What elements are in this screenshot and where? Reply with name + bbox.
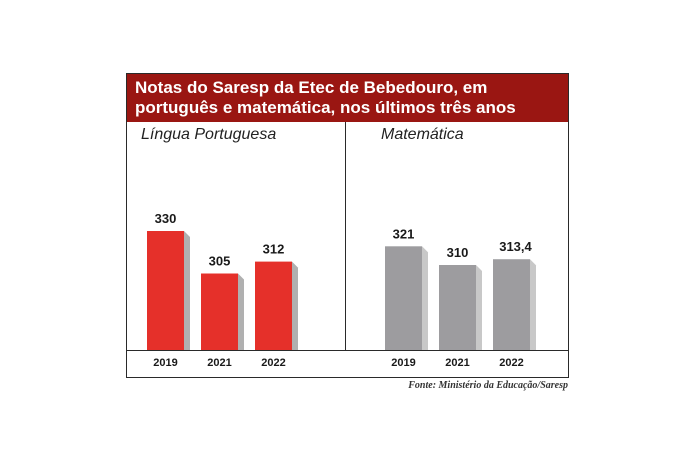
panel-divider	[345, 122, 346, 350]
chart-baseline	[127, 350, 568, 351]
tick-label-portuguese-2019: 2019	[153, 357, 177, 369]
tick-label-math-2019: 2019	[391, 357, 415, 369]
bar-shadow-math-2019	[422, 246, 428, 350]
value-label-math-2021: 310	[447, 245, 469, 260]
bar-shadow-math-2021	[476, 265, 482, 350]
tick-label-math-2022: 2022	[499, 357, 523, 369]
value-label-portuguese-2021: 305	[209, 254, 231, 269]
bar-math-2021	[439, 265, 476, 350]
source-note: Fonte: Ministério da Educação/Saresp	[408, 380, 568, 391]
chart-title: Notas do Saresp da Etec de Bebedouro, em…	[127, 74, 568, 122]
value-label-portuguese-2019: 330	[155, 211, 177, 226]
bar-shadow-portuguese-2022	[292, 261, 298, 350]
bar-portuguese-2021	[201, 273, 238, 350]
value-label-math-2022: 313,4	[499, 239, 532, 254]
chart-title-line-2: português e matemática, nos últimos três…	[135, 98, 516, 117]
panel-title-math: Matemática	[381, 126, 464, 143]
value-label-portuguese-2022: 312	[263, 242, 285, 257]
tick-label-portuguese-2022: 2022	[261, 357, 285, 369]
tick-label-math-2021: 2021	[445, 357, 469, 369]
bar-shadow-math-2022	[530, 259, 536, 350]
bar-math-2022	[493, 259, 530, 350]
bar-portuguese-2019	[147, 231, 184, 350]
bar-shadow-portuguese-2019	[184, 231, 190, 350]
chart-frame: Notas do Saresp da Etec de Bebedouro, em…	[126, 73, 569, 378]
chart-title-line-1: Notas do Saresp da Etec de Bebedouro, em	[135, 78, 488, 97]
bar-shadow-portuguese-2021	[238, 273, 244, 350]
bar-portuguese-2022	[255, 261, 292, 350]
tick-label-portuguese-2021: 2021	[207, 357, 231, 369]
value-label-math-2019: 321	[393, 226, 415, 241]
bar-charts: 330 2019 305 2021 312 2022 321 2019 310 2021 313,4…	[147, 211, 536, 369]
panel-title-portuguese: Língua Portuguesa	[141, 126, 277, 143]
bar-math-2019	[385, 246, 422, 350]
